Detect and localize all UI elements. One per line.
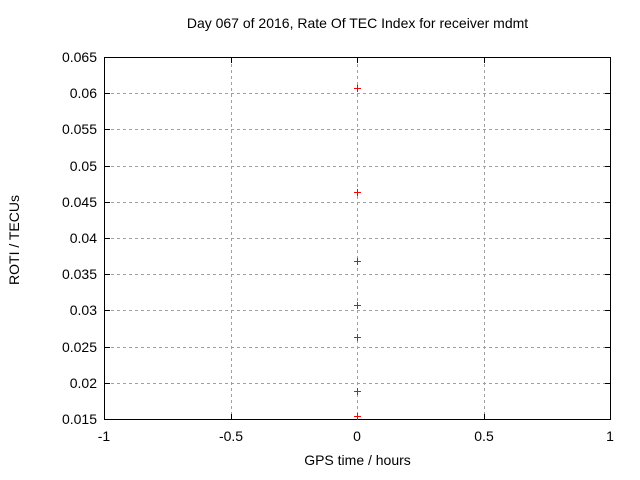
y-tick-mark-right <box>605 310 610 311</box>
data-point-marker <box>354 189 361 196</box>
grid-line-horizontal <box>105 202 609 203</box>
data-point-marker <box>354 413 361 420</box>
y-tick-mark-right <box>605 238 610 239</box>
grid-line-horizontal <box>105 347 609 348</box>
y-tick-mark-left <box>105 166 110 167</box>
data-point-marker <box>354 258 361 265</box>
y-tick-mark-left <box>105 274 110 275</box>
x-tick-label: 1 <box>606 428 614 444</box>
y-tick-mark-right <box>605 274 610 275</box>
chart-title: Day 067 of 2016, Rate Of TEC Index for r… <box>186 15 529 31</box>
data-point-marker <box>354 302 361 309</box>
y-tick-label: 0.05 <box>69 158 97 174</box>
grid-line-horizontal <box>105 129 609 130</box>
grid-line-horizontal <box>105 310 609 311</box>
y-tick-label: 0.025 <box>61 339 97 355</box>
x-axis-title: GPS time / hours <box>304 452 411 468</box>
x-tick-label: 0 <box>353 428 361 444</box>
y-tick-mark-left <box>105 347 110 348</box>
x-tick-label: -1 <box>97 428 111 444</box>
y-tick-mark-left <box>105 129 110 130</box>
x-tick-mark-bottom <box>231 414 232 419</box>
grid-line-horizontal <box>105 383 609 384</box>
x-tick-mark-top <box>610 58 611 63</box>
y-tick-label: 0.015 <box>61 411 97 427</box>
y-tick-mark-right <box>605 347 610 348</box>
y-tick-mark-left <box>105 202 110 203</box>
x-tick-mark-top <box>104 58 105 63</box>
y-tick-mark-right <box>605 93 610 94</box>
y-tick-mark-right <box>605 57 610 58</box>
grid-line-horizontal <box>105 93 609 94</box>
y-tick-mark-left <box>105 93 110 94</box>
x-tick-label: -0.5 <box>218 428 244 444</box>
x-tick-mark-bottom <box>104 414 105 419</box>
x-tick-mark-bottom <box>610 414 611 419</box>
y-tick-mark-left <box>105 419 110 420</box>
y-tick-mark-right <box>605 419 610 420</box>
x-tick-label: 0.5 <box>474 428 494 444</box>
data-point-marker <box>354 334 361 341</box>
y-tick-label: 0.055 <box>61 121 97 137</box>
x-tick-mark-top <box>357 58 358 63</box>
x-tick-mark-top <box>231 58 232 63</box>
data-point-marker <box>354 85 361 92</box>
y-tick-mark-right <box>605 129 610 130</box>
data-point-marker <box>354 388 361 395</box>
x-tick-mark-top <box>484 58 485 63</box>
y-tick-label: 0.065 <box>61 49 97 65</box>
grid-line-horizontal <box>105 274 609 275</box>
y-tick-label: 0.03 <box>69 302 97 318</box>
x-tick-mark-bottom <box>484 414 485 419</box>
grid-line-horizontal <box>105 238 609 239</box>
y-tick-label: 0.04 <box>69 230 97 246</box>
y-tick-label: 0.035 <box>61 266 97 282</box>
y-tick-label: 0.06 <box>69 85 97 101</box>
y-tick-mark-left <box>105 383 110 384</box>
y-tick-mark-left <box>105 310 110 311</box>
y-tick-label: 0.045 <box>61 194 97 210</box>
y-tick-mark-right <box>605 166 610 167</box>
y-tick-mark-right <box>605 202 610 203</box>
y-tick-mark-left <box>105 57 110 58</box>
y-tick-mark-left <box>105 238 110 239</box>
y-tick-mark-right <box>605 383 610 384</box>
grid-line-horizontal <box>105 166 609 167</box>
y-tick-label: 0.02 <box>69 375 97 391</box>
